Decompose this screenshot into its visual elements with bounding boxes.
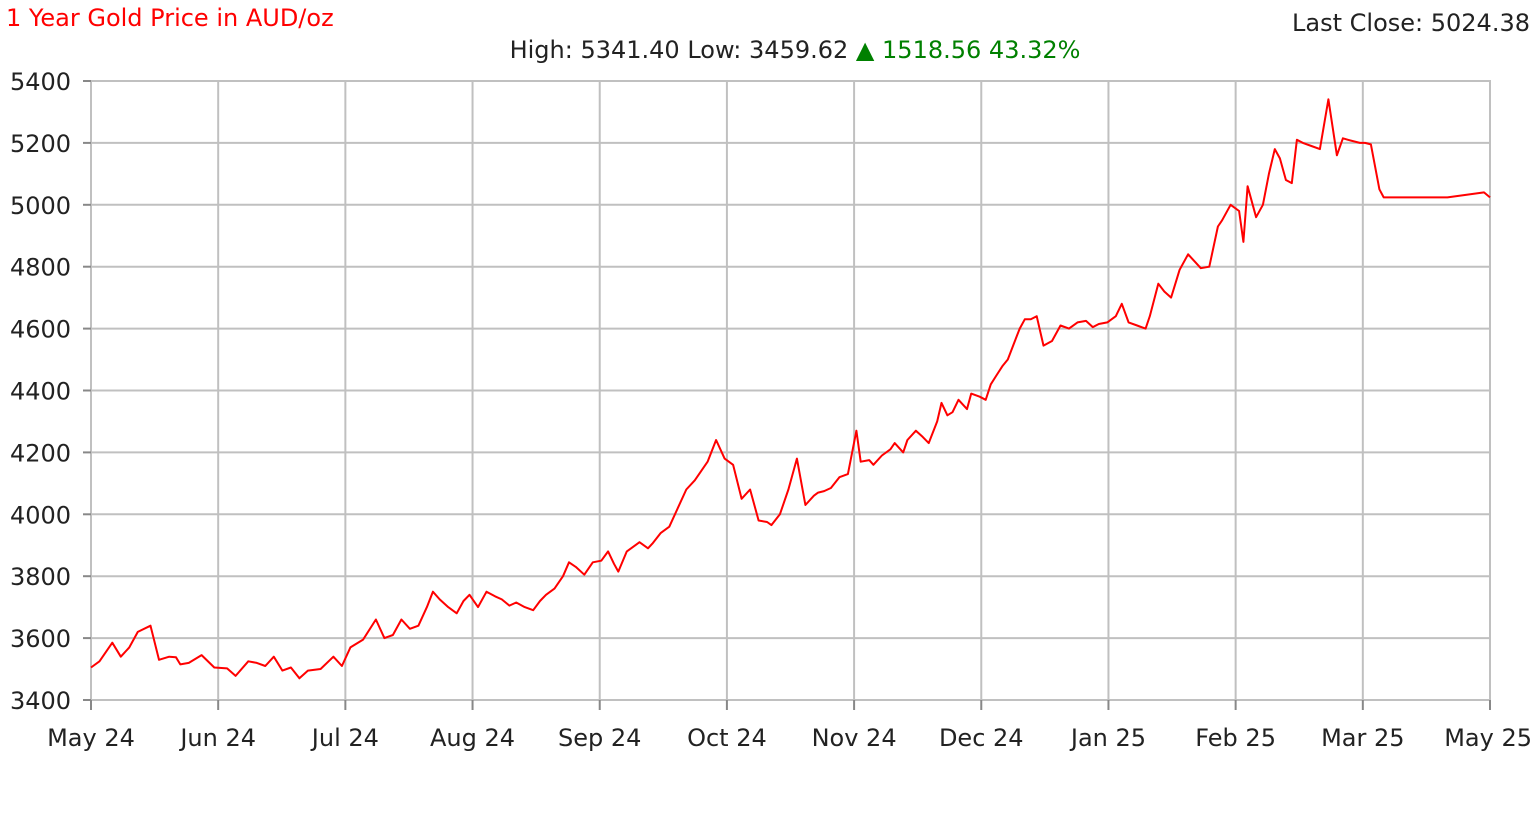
price-lines: [90, 98, 1491, 680]
y-tick-label: 4600: [10, 316, 71, 344]
x-tick-label: Dec 24: [939, 724, 1024, 752]
y-tick-label: 4800: [10, 254, 71, 282]
high-low-readout: High: 5341.40 Low: 3459.62 ▲ 1518.56 43.…: [510, 36, 1081, 64]
x-tick-label: Nov 24: [812, 724, 897, 752]
y-tick-label: 3400: [10, 687, 71, 715]
y-tick-label: 5000: [10, 192, 71, 220]
last-close-value: 5024.38: [1431, 9, 1530, 37]
last-close-label: Last Close:: [1292, 9, 1423, 37]
high-label: High:: [510, 36, 573, 64]
y-tick-label: 4400: [10, 378, 71, 406]
y-tick-label: 4000: [10, 501, 71, 529]
x-tick-label: Mar 25: [1321, 724, 1404, 752]
change-up-arrow-icon: ▲: [856, 36, 875, 64]
x-tick-label: Jul 24: [310, 724, 379, 752]
last-close-readout: Last Close: 5024.38: [1292, 9, 1530, 37]
x-tick-label: Oct 24: [687, 724, 767, 752]
low-label: Low:: [687, 36, 741, 64]
y-tick-label: 5200: [10, 130, 71, 158]
low-value: 3459.62: [749, 36, 848, 64]
grid-lines: [90, 80, 1491, 701]
x-axis: May 24 Jun 24 Jul 24 Aug 24 Sep 24 Oct 24 Nov …: [47, 700, 1532, 752]
y-tick-label: 3600: [10, 625, 71, 653]
y-tick-label: 4200: [10, 439, 71, 467]
x-tick-label: Jan 25: [1069, 724, 1146, 752]
high-value: 5341.40: [580, 36, 679, 64]
y-axis: 3400 3600 3800 4000 4200 4400 4600 4800 5000 5200…: [10, 68, 91, 715]
change-value: 1518.56: [882, 36, 981, 64]
x-tick-label: May 24: [47, 724, 135, 752]
x-tick-label: May 25: [1444, 724, 1532, 752]
price-series-line: [90, 98, 1491, 680]
change-percent: 43.32%: [989, 36, 1081, 64]
x-tick-label: Feb 25: [1195, 724, 1276, 752]
x-tick-label: Jun 24: [178, 724, 256, 752]
x-tick-label: Sep 24: [558, 724, 641, 752]
chart-title: 1 Year Gold Price in AUD/oz: [6, 4, 334, 32]
y-tick-label: 3800: [10, 563, 71, 591]
y-tick-label: 5400: [10, 68, 71, 96]
x-tick-label: Aug 24: [430, 724, 515, 752]
